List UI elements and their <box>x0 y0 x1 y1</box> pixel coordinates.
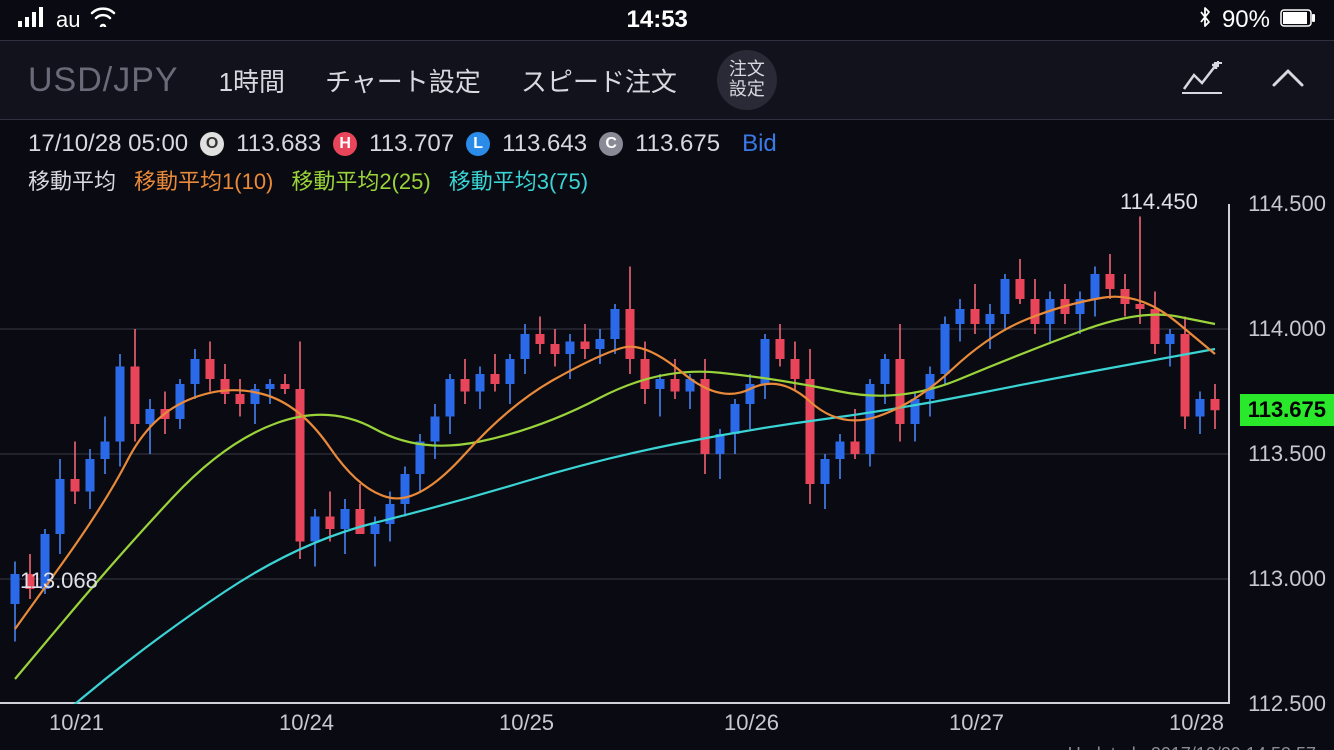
x-axis: 10/21 10/24 10/25 10/26 10/27 10/28 <box>0 704 1334 744</box>
y-tick-label: 113.000 <box>1248 566 1326 592</box>
order-settings-button[interactable]: 注文 設定 <box>717 50 777 110</box>
x-tick-label: 10/24 <box>279 710 334 736</box>
bluetooth-icon <box>1198 6 1212 35</box>
ma-title: 移動平均 <box>28 164 116 196</box>
updated-label: Updated <box>1068 744 1136 750</box>
toolbar: USD/JPY 1時間 チャート設定 スピード注文 注文 設定 <box>0 40 1334 120</box>
collapse-icon[interactable] <box>1270 67 1306 94</box>
status-bar: au 14:53 90% <box>0 0 1334 40</box>
current-price-tag: 113.675 <box>1240 394 1334 426</box>
battery-pct: 90% <box>1222 6 1270 34</box>
bid-label[interactable]: Bid <box>742 130 777 158</box>
status-time: 14:53 <box>627 6 688 34</box>
price-annotation: 113.068 <box>20 568 98 594</box>
candlestick-chart[interactable] <box>0 204 1230 704</box>
x-tick-label: 10/21 <box>49 710 104 736</box>
y-axis: 112.500113.000113.500114.000114.500 <box>1236 204 1334 704</box>
status-right: 90% <box>1198 6 1316 35</box>
ma1-label: 移動平均1(10) <box>134 164 273 196</box>
footer: Updated 2017/10/29 14:53:57 <box>0 744 1334 750</box>
y-tick-label: 114.500 <box>1248 191 1326 217</box>
open-value: 113.683 <box>236 130 321 158</box>
order-settings-line2: 設定 <box>729 80 765 100</box>
y-tick-label: 114.000 <box>1248 316 1326 342</box>
close-value: 113.675 <box>635 130 720 158</box>
ohlc-bar: 17/10/28 05:00 O 113.683 H 113.707 L 113… <box>0 120 1334 162</box>
status-left: au <box>18 6 116 34</box>
signal-icon <box>18 6 46 34</box>
low-badge: L <box>466 132 490 156</box>
open-badge: O <box>200 132 224 156</box>
carrier-label: au <box>56 7 80 33</box>
ohlc-timestamp: 17/10/28 05:00 <box>28 130 188 158</box>
x-tick-label: 10/28 <box>1169 710 1224 736</box>
chart-settings-button[interactable]: チャート設定 <box>325 62 481 99</box>
x-tick-label: 10/26 <box>724 710 779 736</box>
low-value: 113.643 <box>502 130 587 158</box>
currency-pair[interactable]: USD/JPY <box>28 61 179 100</box>
updated-time: 2017/10/29 14:53:57 <box>1151 744 1316 750</box>
chart-area[interactable]: 112.500113.000113.500114.000114.500 113.… <box>0 204 1334 704</box>
high-badge: H <box>333 132 357 156</box>
close-badge: C <box>599 132 623 156</box>
timeframe-button[interactable]: 1時間 <box>219 62 285 99</box>
order-settings-line1: 注文 <box>729 60 765 80</box>
chart-add-icon[interactable] <box>1182 61 1222 100</box>
price-annotation: 114.450 <box>1120 189 1198 215</box>
high-value: 113.707 <box>369 130 454 158</box>
ma3-label: 移動平均3(75) <box>449 164 588 196</box>
x-tick-label: 10/25 <box>499 710 554 736</box>
wifi-icon <box>90 6 116 34</box>
speed-order-button[interactable]: スピード注文 <box>521 62 677 99</box>
y-tick-label: 113.500 <box>1248 441 1326 467</box>
ma2-label: 移動平均2(25) <box>291 164 430 196</box>
battery-icon <box>1280 6 1316 34</box>
x-tick-label: 10/27 <box>949 710 1004 736</box>
